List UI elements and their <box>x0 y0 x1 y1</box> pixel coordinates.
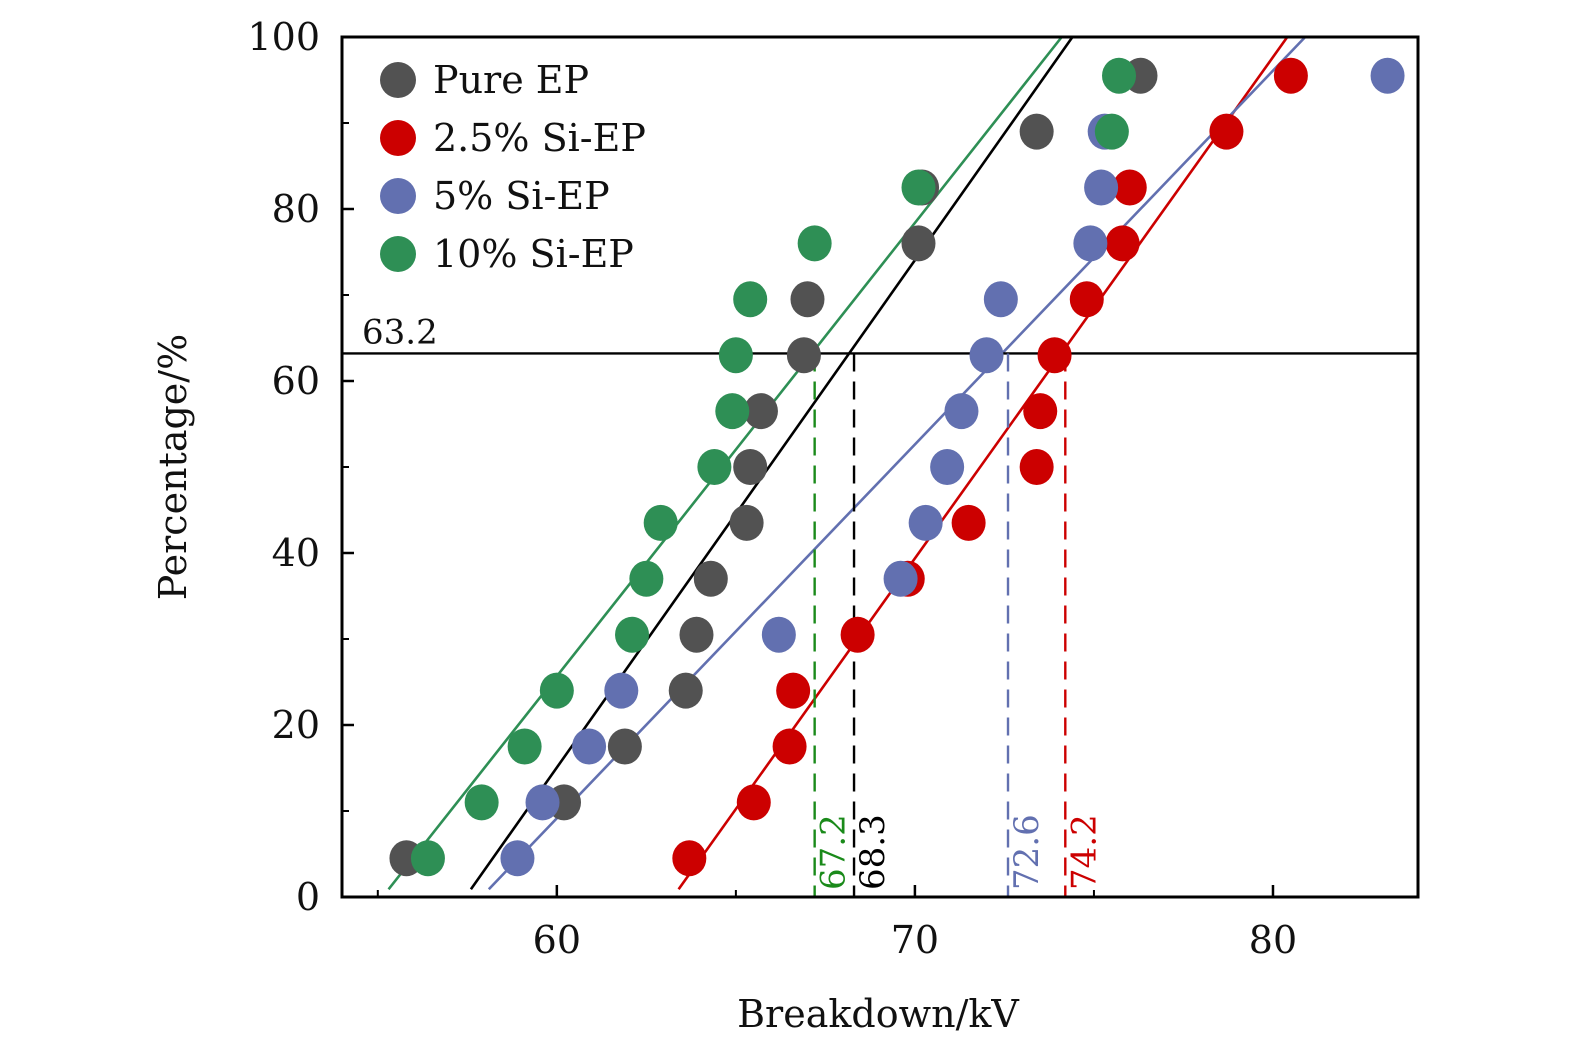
fit-line-5-si-ep <box>487 36 1307 891</box>
legend-label: Pure EP <box>433 58 589 102</box>
legend-marker <box>380 120 416 156</box>
point-pure-ep <box>743 393 778 430</box>
point-5-si-ep <box>883 560 918 597</box>
point-2-5-si-ep <box>776 672 811 709</box>
point-2-5-si-ep <box>1273 57 1308 94</box>
point-2-5-si-ep <box>1037 337 1072 374</box>
reference-line-label: 63.2 <box>362 312 438 352</box>
y-tick-label: 0 <box>296 875 320 919</box>
point-5-si-ep <box>761 616 796 653</box>
point-5-si-ep <box>604 672 639 709</box>
legend-marker <box>380 236 416 272</box>
characteristic-label-2-5-si-ep: 74.2 <box>1064 814 1104 890</box>
legend-marker <box>380 62 416 98</box>
plot-frame <box>340 35 1420 899</box>
legend-label: 10% Si-EP <box>433 232 634 276</box>
legend: Pure EP 2.5% Si-EP 5% Si-EP 10% Si-EP <box>380 58 646 276</box>
legend-marker <box>380 178 416 214</box>
point-pure-ep <box>790 281 825 318</box>
characteristic-label-10-si-ep: 67.2 <box>814 814 854 890</box>
point-2-5-si-ep <box>772 728 807 765</box>
legend-label: 2.5% Si-EP <box>433 116 646 160</box>
fit-line-pure-ep <box>469 36 1074 891</box>
point-5-si-ep <box>500 840 535 877</box>
legend-item-5-si-ep: 5% Si-EP <box>380 174 610 218</box>
point-pure-ep <box>901 225 936 262</box>
point-10-si-ep <box>1102 57 1137 94</box>
point-10-si-ep <box>1094 113 1129 150</box>
legend-item-10-si-ep: 10% Si-EP <box>380 232 634 276</box>
reference-lines: 63.2 68.3 74.2 72.6 67.2 <box>342 312 1418 897</box>
point-5-si-ep <box>930 449 965 485</box>
y-tick-label: 40 <box>272 531 320 575</box>
point-pure-ep <box>693 560 728 597</box>
point-10-si-ep <box>464 784 499 821</box>
point-10-si-ep <box>797 225 832 262</box>
point-10-si-ep <box>715 393 750 430</box>
point-5-si-ep <box>944 393 979 430</box>
point-2-5-si-ep <box>1209 113 1244 150</box>
x-tick-label: 70 <box>891 918 939 962</box>
point-10-si-ep <box>629 560 664 597</box>
point-5-si-ep <box>1370 57 1405 94</box>
y-tick-label: 80 <box>272 187 320 231</box>
point-pure-ep <box>733 449 768 485</box>
point-10-si-ep <box>733 281 768 318</box>
point-5-si-ep <box>983 281 1018 318</box>
point-10-si-ep <box>901 169 936 206</box>
point-10-si-ep <box>697 449 732 485</box>
point-10-si-ep <box>539 672 574 709</box>
point-5-si-ep <box>908 504 943 541</box>
point-2-5-si-ep <box>1023 393 1058 430</box>
point-10-si-ep <box>718 337 753 374</box>
point-2-5-si-ep <box>951 504 986 541</box>
point-2-5-si-ep <box>1069 281 1104 318</box>
point-10-si-ep <box>410 840 445 877</box>
point-5-si-ep <box>1084 169 1119 206</box>
legend-label: 5% Si-EP <box>433 174 610 218</box>
legend-item-pure-ep: Pure EP <box>380 58 589 102</box>
characteristic-label-pure-ep: 68.3 <box>853 814 893 890</box>
y-tick-label: 60 <box>272 359 320 403</box>
point-pure-ep <box>668 672 703 709</box>
point-10-si-ep <box>507 728 542 765</box>
y-tick-label: 100 <box>247 15 320 59</box>
point-pure-ep <box>607 728 642 765</box>
point-pure-ep <box>729 504 764 541</box>
point-2-5-si-ep <box>736 784 771 821</box>
x-axis-title: Breakdown/kV <box>737 992 1019 1036</box>
y-axis-title: Percentage/% <box>151 334 195 600</box>
point-5-si-ep <box>969 337 1004 374</box>
point-2-5-si-ep <box>672 840 707 877</box>
point-5-si-ep <box>1073 225 1108 262</box>
legend-item-2-5-si-ep: 2.5% Si-EP <box>380 116 646 160</box>
point-2-5-si-ep <box>1019 449 1054 485</box>
point-pure-ep <box>786 337 821 374</box>
point-2-5-si-ep <box>1112 169 1147 206</box>
point-5-si-ep <box>572 728 607 765</box>
characteristic-label-5-si-ep: 72.6 <box>1007 814 1047 890</box>
data-points <box>389 57 1405 877</box>
point-10-si-ep <box>643 504 678 541</box>
point-pure-ep <box>1019 113 1054 150</box>
point-2-5-si-ep <box>1105 225 1140 262</box>
x-tick-label: 60 <box>533 918 581 962</box>
y-tick-label: 20 <box>272 703 320 747</box>
point-pure-ep <box>679 616 714 653</box>
x-tick-label: 80 <box>1249 918 1297 962</box>
point-10-si-ep <box>615 616 650 653</box>
point-2-5-si-ep <box>840 616 875 653</box>
point-5-si-ep <box>525 784 560 821</box>
axes: 60 70 80 0 20 40 60 80 100 <box>247 15 1420 962</box>
